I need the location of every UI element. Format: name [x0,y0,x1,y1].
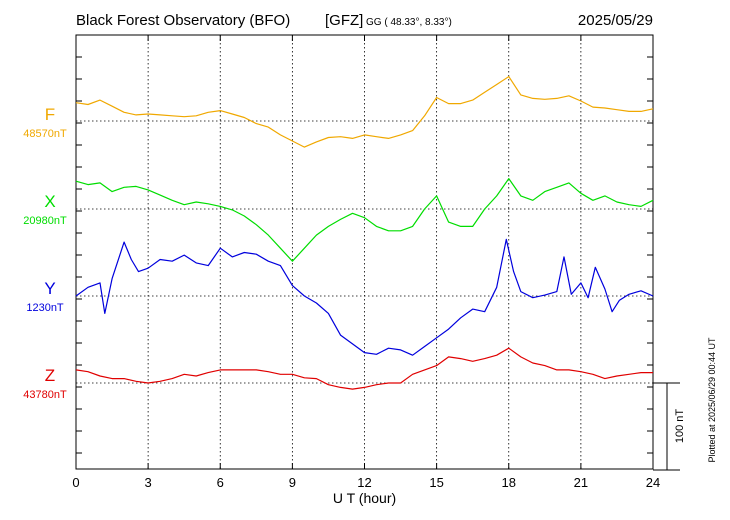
series-line-f [75,75,654,148]
plot-grid [75,35,654,469]
chart-title: Black Forest Observatory (BFO) [76,12,290,29]
agency-label: [GFZ] [325,12,363,29]
x-tick-labels: 0 3 6 9 12 15 18 21 24 [72,475,660,490]
x-tick-label: 18 [502,475,516,490]
plotted-timestamp: Plotted at 2025/06/29 00:44 UT [707,337,717,463]
x-tick-label: 6 [217,475,224,490]
x-tick-label: 0 [72,475,79,490]
series-line-x [75,178,654,262]
scale-bar: 100 nT [653,382,686,471]
series-line-y [75,238,654,356]
plot-frame [75,34,654,470]
scale-bar-label: 100 nT [674,409,686,444]
series-baseline-z: 43780nT [23,389,67,401]
series-baseline-f: 48570nT [23,128,67,140]
station-coordinates: GG ( 48.33°, 8.33°) [366,17,452,28]
chart-date: 2025/05/29 [578,12,653,29]
series-labels: F 48570nT X 20980nT Y 1230nT Z 43780nT [23,105,67,401]
x-axis-label: U T (hour) [333,490,396,506]
series-name-x: X [44,192,55,211]
series-name-f: F [45,105,55,124]
x-tick-label: 21 [574,475,588,490]
x-tick-label: 3 [145,475,152,490]
x-tick-label: 24 [646,475,660,490]
series-baseline-x: 20980nT [23,215,67,227]
x-tick-label: 15 [429,475,443,490]
series-baseline-y: 1230nT [26,302,64,314]
x-tick-label: 12 [357,475,371,490]
series-name-z: Z [45,366,55,385]
x-tick-label: 9 [289,475,296,490]
series-line-z [75,347,653,390]
series-name-y: Y [44,279,55,298]
series-layer [75,75,654,390]
